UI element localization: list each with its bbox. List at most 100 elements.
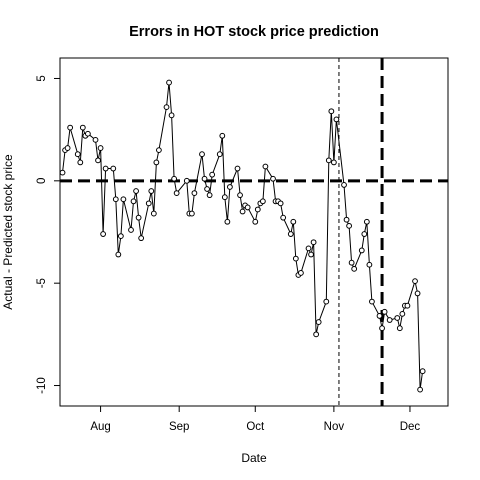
data-point <box>153 159 160 166</box>
data-point <box>204 186 210 192</box>
y-tick-label-0: 5 <box>36 75 48 81</box>
x-tick-label-1: Sep <box>169 421 189 433</box>
data-point <box>277 200 284 207</box>
data-point <box>227 184 233 190</box>
data-point <box>115 251 122 258</box>
x-tick-label-0: Aug <box>90 421 110 433</box>
data-point <box>399 310 406 317</box>
data-point <box>394 315 401 321</box>
data-point <box>330 159 337 166</box>
data-point <box>201 175 208 182</box>
data-point <box>412 278 418 285</box>
data-point <box>237 192 243 199</box>
data-point <box>287 231 294 237</box>
data-point <box>67 124 74 131</box>
data-point <box>310 239 317 246</box>
data-point <box>308 251 314 258</box>
data-point <box>313 331 320 338</box>
data-point <box>417 386 424 393</box>
y-axis-label: Actual - Predicted stock price <box>1 154 15 310</box>
x-axis-label: Date <box>241 451 267 465</box>
data-point <box>348 259 355 266</box>
data-point <box>92 136 99 143</box>
data-point <box>168 112 175 119</box>
data-point <box>259 198 266 205</box>
data-point <box>381 308 388 315</box>
data-point <box>97 145 104 151</box>
data-point <box>199 151 205 158</box>
data-point <box>351 265 358 272</box>
data-point <box>219 132 226 139</box>
data-point <box>292 255 299 262</box>
data-point <box>112 196 119 203</box>
data-point <box>171 175 178 182</box>
data-point <box>59 169 66 176</box>
data-point <box>270 175 276 182</box>
chart-title: Errors in HOT stock price prediction <box>129 24 379 40</box>
data-point <box>419 368 426 375</box>
data-point <box>130 198 137 205</box>
data-point <box>363 218 370 225</box>
data-point <box>414 290 421 297</box>
data-point <box>323 298 330 305</box>
data-point <box>150 210 157 217</box>
data-point <box>95 157 101 164</box>
data-point <box>244 204 251 211</box>
x-tick-label-4: Dec <box>400 421 421 433</box>
data-point <box>341 182 347 188</box>
axes: Aug Sep Oct Nov Dec 5 0 -5 -10 <box>36 75 420 433</box>
data-point <box>206 192 213 199</box>
data-point <box>138 235 145 242</box>
data-point <box>252 218 259 225</box>
data-point <box>328 108 335 115</box>
data-point <box>120 196 127 203</box>
data-point <box>64 145 71 151</box>
data-point <box>404 302 411 309</box>
data-point <box>133 188 139 194</box>
data-point <box>183 177 190 184</box>
data-point <box>74 151 81 158</box>
data-point <box>77 159 84 166</box>
data-point <box>173 190 180 197</box>
series-line-0 <box>62 82 424 390</box>
data-point <box>305 245 312 252</box>
data-point <box>148 188 155 194</box>
data-point <box>343 216 350 223</box>
data-point <box>298 270 304 276</box>
data-point <box>191 190 198 197</box>
data-point <box>290 218 297 225</box>
data-point <box>117 233 124 239</box>
plot-frame <box>59 57 449 407</box>
data-point <box>376 313 383 319</box>
data-point <box>128 227 134 233</box>
data-point <box>333 116 340 123</box>
data-point <box>280 214 287 221</box>
data-point <box>102 165 109 172</box>
data-point <box>234 165 241 172</box>
data-point <box>315 319 322 325</box>
x-tick-label-2: Oct <box>246 421 265 433</box>
data-point <box>379 325 385 332</box>
series-layer <box>59 79 426 393</box>
data-point <box>239 208 246 215</box>
data-point <box>84 130 91 137</box>
data-point <box>163 104 170 111</box>
data-point <box>224 218 231 225</box>
data-point <box>100 231 107 237</box>
y-tick-label-3: -10 <box>36 377 48 394</box>
data-point <box>221 194 228 201</box>
data-point <box>209 171 216 178</box>
data-point <box>369 298 375 305</box>
data-point <box>361 231 368 237</box>
data-point <box>156 147 162 154</box>
x-tick-label-3: Nov <box>324 421 345 433</box>
reference-lines <box>60 58 448 406</box>
data-point <box>110 165 117 172</box>
data-point <box>145 200 152 207</box>
data-point <box>188 210 195 217</box>
y-tick-label-1: 0 <box>36 178 48 184</box>
data-point <box>396 325 403 332</box>
y-tick-label-2: -5 <box>36 278 48 288</box>
data-point <box>216 151 223 158</box>
